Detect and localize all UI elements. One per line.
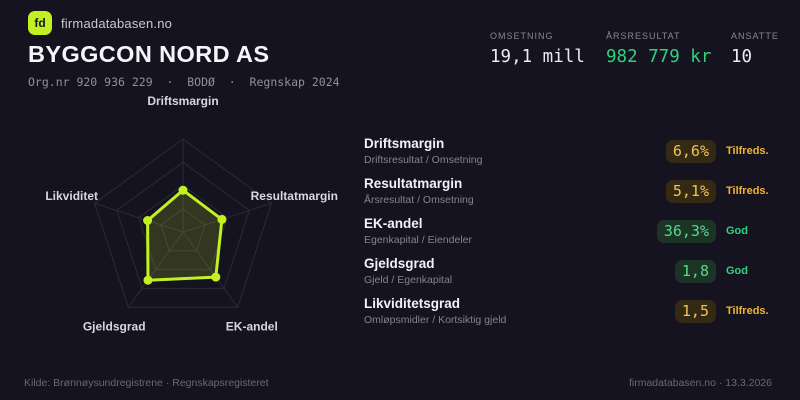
stat-label: ÅRSRESULTAT bbox=[606, 31, 681, 41]
stat-arsresultat: ÅRSRESULTAT 982 779 kr bbox=[606, 31, 711, 67]
stat-value: 10 bbox=[731, 47, 753, 67]
stat-label: ANSATTE bbox=[731, 31, 779, 41]
metric-values: 1,8 God bbox=[674, 259, 772, 283]
radar-spoke bbox=[182, 202, 272, 233]
radar-data-point bbox=[217, 214, 227, 224]
metric-value-badge: 36,3% bbox=[656, 219, 716, 243]
radar-chart: Driftsmargin Resultatmargin EK-andel Gjelds… bbox=[0, 88, 368, 360]
radar-spoke bbox=[94, 202, 184, 233]
footer: Kilde: Brønnøysundregistrene · Regnskaps… bbox=[24, 377, 772, 389]
radar-svg: Driftsmargin Resultatmargin EK-andel Gjelds… bbox=[45, 94, 338, 334]
metric-name: Likviditetsgrad bbox=[364, 296, 461, 311]
metric-formula: Driftsresultat / Omsetning bbox=[364, 153, 483, 166]
radar-grid-ring bbox=[138, 184, 228, 271]
metric-status: Tilfreds. bbox=[726, 305, 769, 317]
metrics-panel: Driftsmargin Driftsresultat / Omsetning 6,… bbox=[364, 131, 772, 331]
metric-value-badge: 6,6% bbox=[665, 139, 716, 163]
stat-ansatte: ANSATTE 10 bbox=[731, 31, 779, 67]
stat-value: 19,1 mill bbox=[490, 47, 585, 67]
radar-spoke bbox=[127, 231, 184, 308]
stat-label: OMSETNING bbox=[490, 31, 554, 41]
metric-text: Resultatmargin Årsresultat / Omsetning bbox=[364, 177, 474, 205]
metric-row-gjeldsgrad: Gjeldsgrad Gjeld / Egenkapital 1,8 God bbox=[364, 251, 772, 291]
footer-site-date: firmadatabasen.no · 13.3.2026 bbox=[628, 377, 772, 389]
radar-axis-label: Driftsmargin bbox=[147, 94, 218, 108]
radar-data-point bbox=[143, 216, 153, 225]
radar-grid-ring bbox=[94, 138, 272, 308]
metric-row-likviditetsgrad: Likviditetsgrad Omløpsmidler / Kortsiktig… bbox=[364, 291, 772, 331]
metric-status: Tilfreds. bbox=[726, 145, 769, 157]
radar-grid-ring bbox=[116, 161, 250, 289]
radar-axis-label: Gjeldsgrad bbox=[83, 320, 146, 334]
header: fd firmadatabasen.no BYGGCON NORD AS Org… bbox=[28, 11, 340, 89]
radar-grid-ring bbox=[160, 208, 206, 252]
radar-spoke bbox=[182, 231, 239, 308]
metric-text: EK-andel Egenkapital / Eiendeler bbox=[364, 217, 472, 245]
radar-data-point bbox=[143, 275, 153, 285]
metric-status: Tilfreds. bbox=[726, 185, 769, 197]
radar-axis-label: Likviditet bbox=[45, 189, 98, 203]
metric-formula: Omløpsmidler / Kortsiktig gjeld bbox=[364, 313, 507, 326]
footer-source: Kilde: Brønnøysundregistrene · Regnskaps… bbox=[24, 377, 269, 389]
metric-status: God bbox=[726, 265, 748, 277]
company-title: BYGGCON NORD AS bbox=[28, 41, 270, 67]
metric-name: EK-andel bbox=[364, 216, 423, 231]
radar-axis-label: Resultatmargin bbox=[251, 189, 338, 203]
metric-text: Likviditetsgrad Omløpsmidler / Kortsiktig… bbox=[364, 297, 506, 325]
stat-omsetning: OMSETNING 19,1 mill bbox=[490, 31, 585, 67]
radar-axis-label: EK-andel bbox=[226, 320, 278, 334]
metric-text: Gjeldsgrad Gjeld / Egenkapital bbox=[364, 257, 452, 285]
metric-values: 6,6% Tilfreds. bbox=[665, 139, 772, 163]
radar-data-polygon bbox=[146, 188, 224, 282]
metric-value-badge: 5,1% bbox=[665, 179, 716, 203]
metric-name: Driftsmargin bbox=[364, 136, 445, 151]
metric-name: Resultatmargin bbox=[364, 176, 463, 191]
metric-value-badge: 1,8 bbox=[674, 259, 716, 283]
firmadatabasen-logo-icon: fd bbox=[28, 11, 52, 35]
metric-values: 5,1% Tilfreds. bbox=[665, 179, 772, 203]
metric-row-ek-andel: EK-andel Egenkapital / Eiendeler 36,3% God bbox=[364, 211, 772, 251]
company-meta: Org.nr 920 936 229 · BODØ · Regnskap 202… bbox=[28, 74, 340, 89]
radar-data-point bbox=[211, 272, 221, 282]
metric-row-resultatmargin: Resultatmargin Årsresultat / Omsetning 5,1… bbox=[364, 171, 772, 211]
metric-values: 1,5 Tilfreds. bbox=[674, 299, 772, 323]
metric-value-badge: 1,5 bbox=[674, 299, 716, 323]
metric-status: God bbox=[726, 225, 748, 237]
brand-row: fd firmadatabasen.no bbox=[28, 11, 340, 35]
radar-data-point bbox=[178, 185, 188, 195]
metric-formula: Gjeld / Egenkapital bbox=[364, 273, 453, 286]
brand-name: firmadatabasen.no bbox=[61, 15, 173, 31]
metric-formula: Årsresultat / Omsetning bbox=[364, 193, 474, 206]
metric-text: Driftsmargin Driftsresultat / Omsetning bbox=[364, 137, 482, 165]
metric-values: 36,3% God bbox=[656, 219, 772, 243]
stat-value: 982 779 kr bbox=[606, 47, 712, 67]
metric-row-driftsmargin: Driftsmargin Driftsresultat / Omsetning 6,… bbox=[364, 131, 772, 171]
metric-name: Gjeldsgrad bbox=[364, 256, 435, 271]
metric-formula: Egenkapital / Eiendeler bbox=[364, 233, 472, 246]
